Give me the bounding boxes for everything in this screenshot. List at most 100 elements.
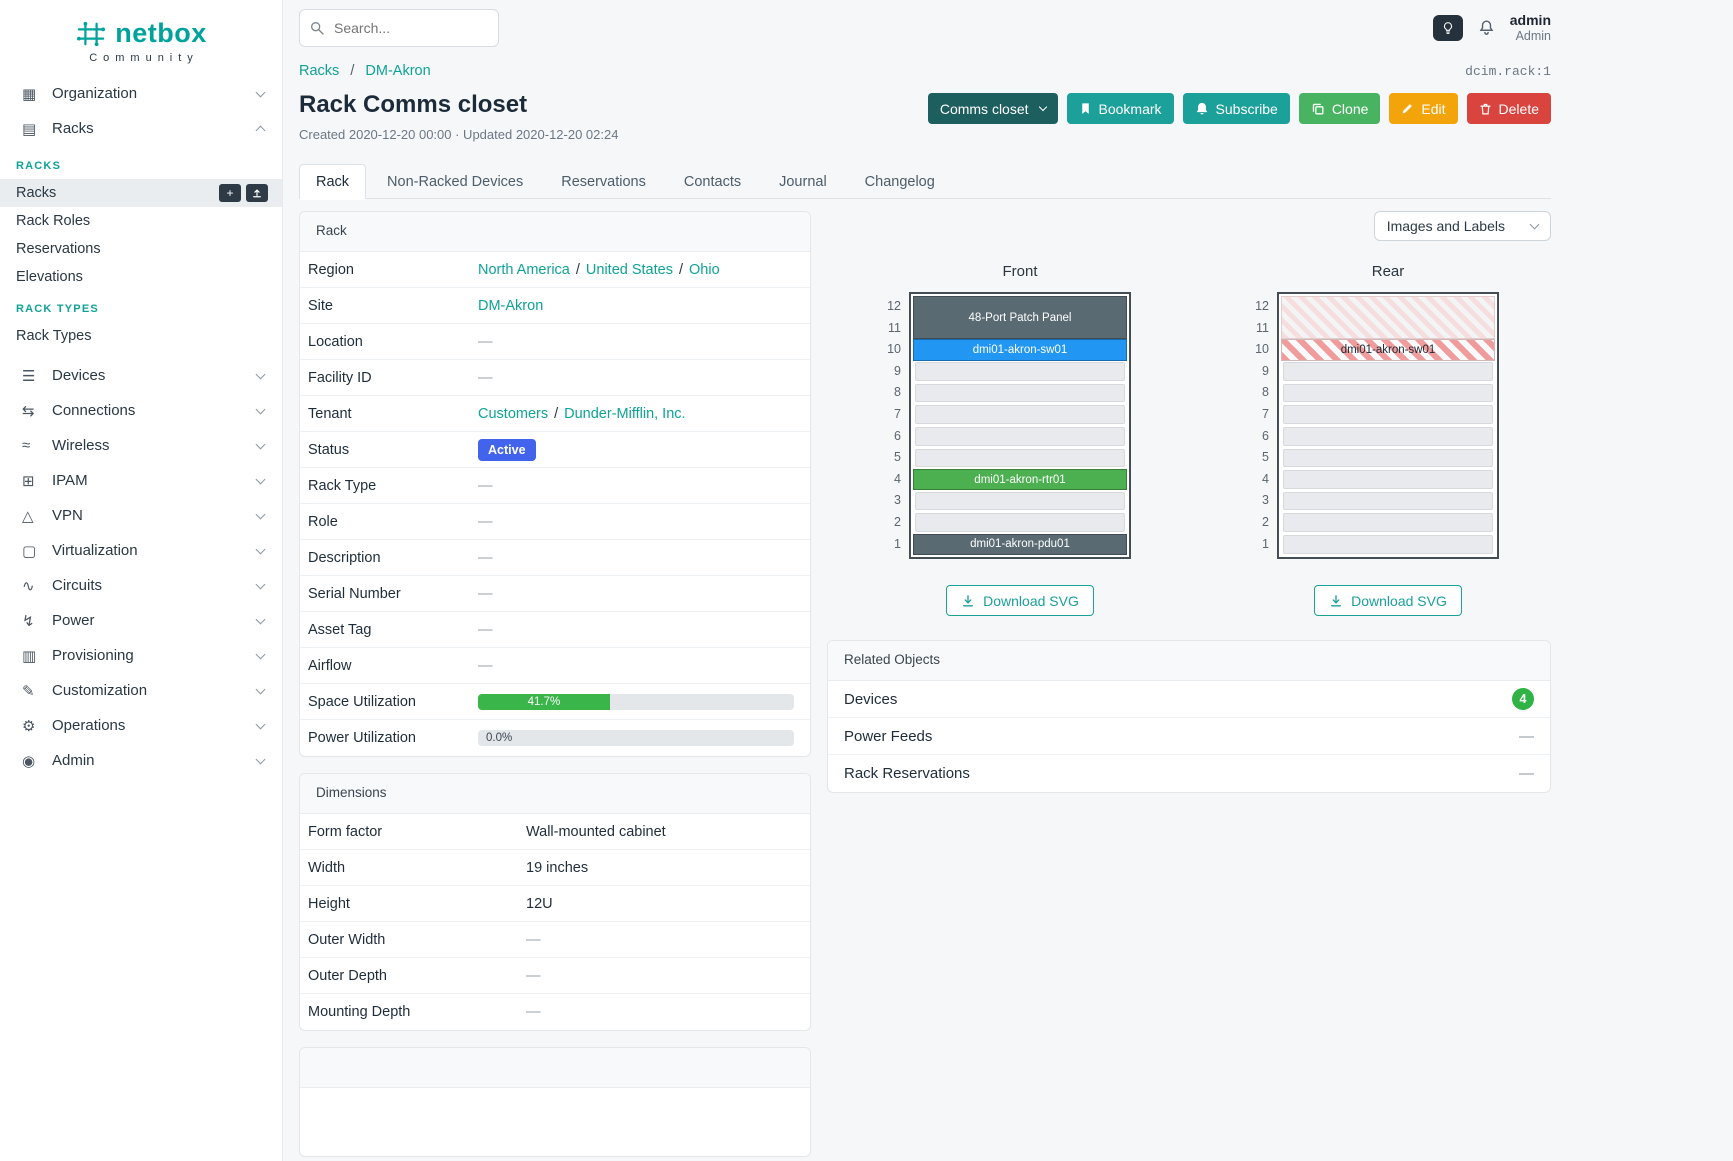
sidebar-item-devices[interactable]: ☰ Devices bbox=[0, 358, 282, 393]
chevron-down-icon bbox=[255, 684, 266, 694]
tab-changelog[interactable]: Changelog bbox=[864, 174, 935, 190]
devices-icon: ☰ bbox=[22, 367, 36, 385]
notifications-button[interactable] bbox=[1477, 18, 1496, 37]
search-input[interactable] bbox=[299, 8, 499, 47]
unit-numbers: 12 11 10 9 8 7 6 5 4 3 2 1 bbox=[879, 292, 901, 559]
sidebar-item-operations[interactable]: ⚙ Operations bbox=[0, 708, 282, 743]
breadcrumb-site-link[interactable]: DM-Akron bbox=[365, 63, 431, 79]
sidebar-item-elevations[interactable]: Elevations bbox=[16, 269, 83, 285]
bookmark-button[interactable]: Bookmark bbox=[1066, 93, 1174, 124]
sidebar-item-rack-roles[interactable]: Rack Roles bbox=[16, 213, 91, 229]
sidebar-item-organization[interactable]: ▦ Organization bbox=[0, 76, 282, 111]
sidebar-item-customization[interactable]: ✎ Customization bbox=[0, 673, 282, 708]
unit-number: 11 bbox=[888, 320, 901, 335]
clone-button[interactable]: Clone bbox=[1298, 93, 1381, 124]
related-row-devices[interactable]: Devices 4 bbox=[828, 681, 1550, 719]
space-utilization-bar: 41.7% bbox=[478, 693, 794, 710]
dark-mode-toggle[interactable] bbox=[1432, 14, 1463, 41]
breadcrumb-racks-link[interactable]: Racks bbox=[299, 63, 340, 79]
bookmark-icon bbox=[1081, 102, 1089, 114]
unit-number: 3 bbox=[894, 493, 901, 508]
delete-button[interactable]: Delete bbox=[1466, 93, 1551, 124]
rack-rear-units: dmi01-akron-sw01 bbox=[1277, 292, 1499, 560]
sidebar-item-ipam[interactable]: ⊞ IPAM bbox=[0, 463, 282, 498]
unit-number: 1 bbox=[1262, 536, 1269, 551]
dimensions-card: Dimensions Form factor Wall-mounted cabi… bbox=[299, 773, 811, 1031]
detail-row-mounting-depth: Mounting Depth — bbox=[308, 1004, 541, 1020]
rack-unit-device[interactable]: dmi01-akron-pdu01 bbox=[913, 533, 1127, 556]
sidebar-item-vpn[interactable]: △ VPN bbox=[0, 498, 282, 533]
unit-number: 8 bbox=[894, 385, 901, 400]
racks-submenu: RACKS Racks + Rack Roles Reservations El… bbox=[0, 146, 282, 358]
tab-contacts[interactable]: Contacts bbox=[683, 174, 742, 190]
customization-icon: ✎ bbox=[22, 682, 35, 700]
sidebar-item-racks[interactable]: ▤ Racks bbox=[0, 111, 282, 146]
sidebar-item-circuits[interactable]: ∿ Circuits bbox=[0, 568, 282, 603]
sidebar-item-admin[interactable]: ◉ Admin bbox=[0, 743, 282, 778]
trash-icon bbox=[1479, 103, 1491, 114]
subscribe-button[interactable]: Subscribe bbox=[1182, 93, 1290, 124]
rack-unit-device[interactable]: dmi01-akron-sw01 bbox=[1281, 339, 1495, 361]
country-link[interactable]: United States bbox=[585, 261, 673, 278]
wireless-icon: ≈ bbox=[22, 437, 31, 454]
context-dropdown-button[interactable]: Comms closet bbox=[927, 93, 1058, 124]
dimensions-card-title: Dimensions bbox=[300, 774, 810, 814]
sidebar-item-power[interactable]: ↯ Power bbox=[0, 603, 282, 638]
related-row-rack-reservations[interactable]: Rack Reservations — bbox=[844, 765, 1534, 783]
import-racks-button[interactable] bbox=[246, 184, 268, 202]
sidebar-item-provisioning[interactable]: ▥ Provisioning bbox=[0, 638, 282, 673]
unit-number: 1 bbox=[894, 536, 901, 551]
unit-number: 4 bbox=[1262, 471, 1269, 486]
download-svg-front-button[interactable]: Download SVG bbox=[946, 585, 1094, 617]
unit-number: 12 bbox=[1255, 299, 1269, 313]
front-elevation-title: Front bbox=[1002, 263, 1038, 280]
user-menu[interactable]: admin Admin bbox=[1510, 12, 1551, 43]
download-svg-rear-button[interactable]: Download SVG bbox=[1314, 585, 1462, 617]
subscribe-bell-icon bbox=[1196, 102, 1207, 114]
detail-row-width: Width 19 inches bbox=[300, 850, 810, 886]
rack-unit-empty bbox=[913, 490, 1127, 512]
region-link[interactable]: North America bbox=[478, 261, 570, 278]
rack-unit-device[interactable]: dmi01-akron-rtr01 bbox=[913, 468, 1127, 491]
tab-rack[interactable]: Rack bbox=[299, 164, 367, 199]
detail-row-region: Region North America / United States / O… bbox=[300, 252, 810, 288]
related-row-power-feeds[interactable]: Power Feeds — bbox=[828, 718, 1550, 756]
bell-icon bbox=[1479, 20, 1494, 35]
sidebar-item-virtualization[interactable]: ▢ Virtualization bbox=[0, 533, 282, 568]
admin-icon: ◉ bbox=[22, 752, 36, 770]
sidebar-item-reservations[interactable]: Reservations bbox=[16, 241, 101, 257]
detail-row-height: Height 12U bbox=[300, 886, 810, 922]
rack-unit-empty bbox=[913, 382, 1127, 404]
tenant-group-link[interactable]: Customers bbox=[478, 405, 549, 422]
rack-unit-device[interactable]: dmi01-akron-sw01 bbox=[913, 339, 1127, 361]
rear-elevation: Rear 12 11 10 9 8 7 6 5 4 3 2 1 dmi01-akron-sw01 Do… bbox=[1247, 263, 1499, 617]
sidebar-item-connections[interactable]: ⇆ Connections bbox=[0, 393, 282, 428]
racks-group-heading: RACKS bbox=[16, 160, 62, 172]
operations-icon: ⚙ bbox=[22, 717, 36, 735]
rack-unit-device[interactable]: 48-Port Patch Panel bbox=[913, 296, 1127, 340]
unit-number: 3 bbox=[1262, 493, 1269, 508]
unit-number: 6 bbox=[1262, 428, 1269, 443]
tab-reservations[interactable]: Reservations bbox=[561, 174, 646, 190]
detail-row-rack-type: Rack Type — bbox=[300, 468, 810, 504]
tab-non-racked-devices[interactable]: Non-Racked Devices bbox=[387, 174, 524, 190]
virtualization-icon: ▢ bbox=[22, 542, 37, 560]
rack-unit-empty bbox=[1281, 382, 1495, 404]
tab-journal[interactable]: Journal bbox=[779, 174, 827, 190]
page-meta: Created 2020-12-20 00:00 · Updated 2020-… bbox=[299, 127, 619, 142]
connections-icon: ⇆ bbox=[22, 402, 35, 420]
sidebar-item-racks-list[interactable]: Racks + bbox=[0, 179, 282, 207]
sidebar-item-wireless[interactable]: ≈ Wireless bbox=[0, 428, 282, 463]
detail-row-airflow: Airflow — bbox=[300, 648, 810, 684]
site-link[interactable]: DM-Akron bbox=[478, 297, 544, 314]
add-rack-button[interactable]: + bbox=[219, 184, 241, 202]
images-labels-select[interactable]: Images and Labels bbox=[1373, 211, 1551, 241]
netbox-logo[interactable]: netbox Community bbox=[0, 10, 282, 76]
state-link[interactable]: Ohio bbox=[689, 261, 720, 278]
rack-types-group-heading: RACK TYPES bbox=[16, 303, 99, 315]
edit-button[interactable]: Edit bbox=[1389, 93, 1458, 124]
building-icon: ▦ bbox=[22, 85, 37, 103]
detail-row-asset-tag: Asset Tag — bbox=[300, 612, 810, 648]
sidebar-item-rack-types[interactable]: Rack Types bbox=[16, 328, 92, 344]
tenant-link[interactable]: Dunder-Mifflin, Inc. bbox=[564, 405, 686, 422]
